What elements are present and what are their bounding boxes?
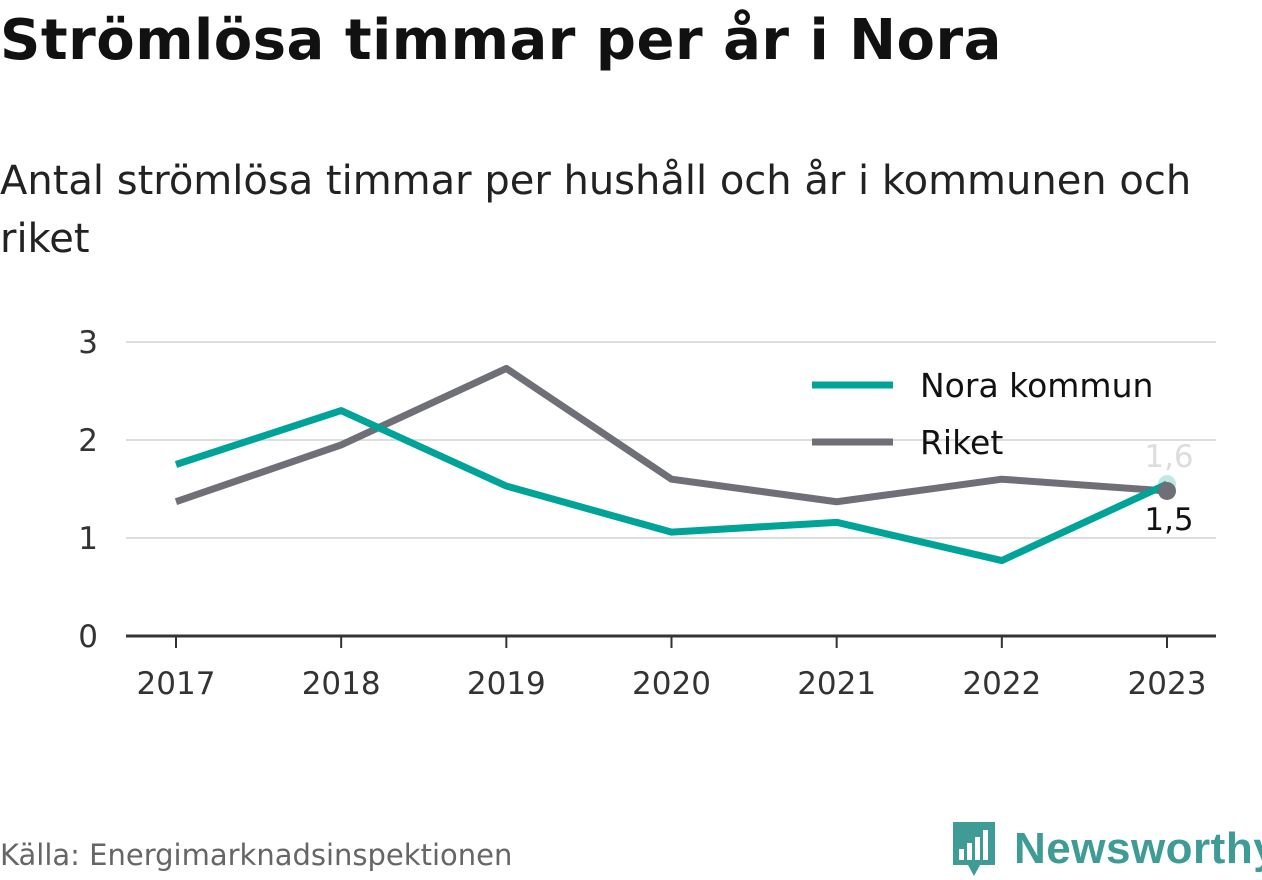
chart-title: Strömlösa timmar per år i Nora [0, 8, 1002, 73]
x-tick-label: 2020 [632, 666, 711, 702]
y-tick-label: 3 [78, 325, 98, 361]
x-tick-label: 2021 [797, 666, 876, 702]
brand-logo: Newsworthy [950, 818, 1262, 880]
series-line-nora-kommun [174, 407, 1169, 565]
x-tick-label: 2017 [137, 666, 216, 702]
end-value-label: 1,5 [1144, 502, 1193, 538]
source-note: Källa: Energimarknadsinspektionen [0, 838, 513, 872]
end-point-riket [1158, 481, 1176, 500]
end-value-label: 1,6 [1144, 439, 1193, 475]
legend-label: Riket [920, 423, 1003, 462]
y-tick-label: 1 [78, 521, 98, 557]
x-tick-label: 2023 [1128, 666, 1207, 702]
series-line-riket [174, 364, 1168, 506]
newsworthy-logo-icon [953, 822, 995, 876]
y-tick-label: 0 [78, 619, 98, 655]
brand-name: Newsworthy [1014, 824, 1262, 873]
x-tick-label: 2022 [962, 666, 1041, 702]
y-tick-label: 2 [78, 423, 98, 459]
legend-label: Nora kommun [920, 366, 1153, 405]
x-tick-label: 2019 [467, 666, 546, 702]
chart-subtitle: Antal strömlösa timmar per hushåll och å… [0, 158, 1192, 262]
x-tick-label: 2018 [302, 666, 381, 702]
